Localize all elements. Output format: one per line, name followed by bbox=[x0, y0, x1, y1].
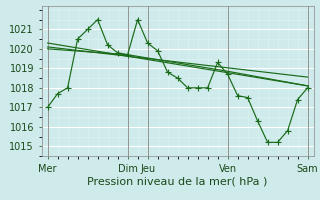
X-axis label: Pression niveau de la mer( hPa ): Pression niveau de la mer( hPa ) bbox=[87, 176, 268, 186]
